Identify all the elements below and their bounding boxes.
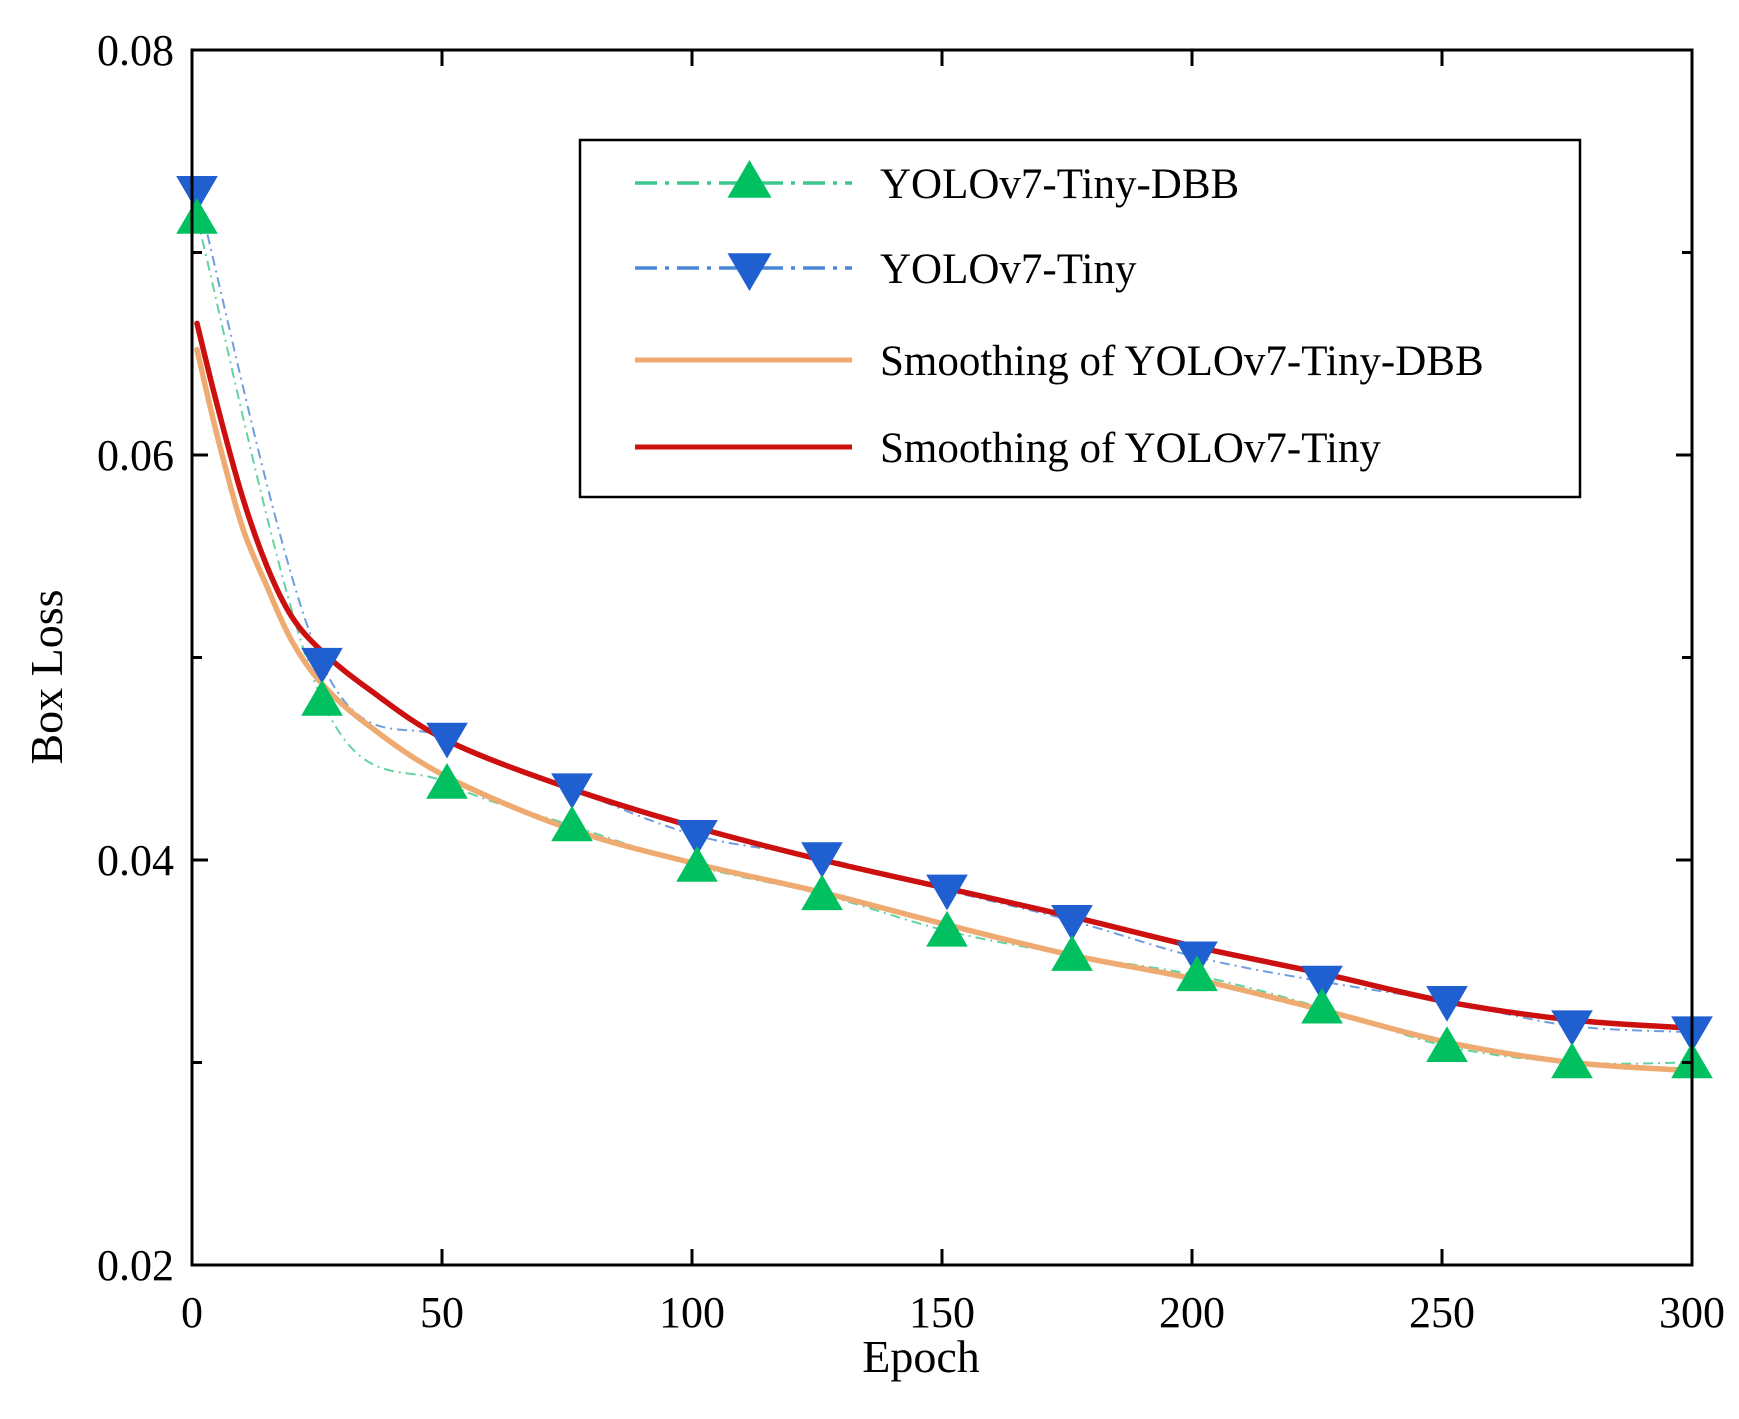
x-tick-label: 50 (420, 1288, 464, 1337)
y-axis-title: Box Loss (21, 589, 72, 764)
data-point-tiny (1551, 1010, 1593, 1047)
series-layer (176, 176, 1713, 1079)
legend: YOLOv7-Tiny-DBB YOLOv7-Tiny Smoothing of Y… (578, 138, 1582, 499)
legend-entry-3: Smoothing of YOLOv7-Tiny (635, 425, 1381, 472)
plot-frame-layer (190, 48, 1694, 1267)
data-point-tiny (926, 874, 968, 911)
data-point-tiny (676, 820, 718, 856)
data-point-tiny (1426, 986, 1468, 1022)
x-tick-label: 150 (909, 1288, 975, 1337)
legend-marker-triangle-down (727, 253, 772, 291)
data-point-dbb (1176, 955, 1218, 992)
legend-label: YOLOv7-Tiny (880, 246, 1137, 293)
plot-area (194, 191, 1692, 1074)
legend-entry-0: YOLOv7-Tiny-DBB (635, 160, 1239, 208)
data-point-dbb (176, 198, 218, 234)
x-axis-title: Epoch (862, 1331, 980, 1382)
x-tick-label: 100 (659, 1288, 725, 1337)
data-point-dbb (1551, 1042, 1593, 1079)
y-tick-label: 0.02 (97, 1241, 174, 1290)
data-point-dbb (301, 680, 343, 716)
data-point-dbb (551, 805, 593, 842)
data-point-tiny (176, 176, 218, 212)
data-point-dbb (801, 874, 843, 911)
smoothing-line-3 (194, 320, 1692, 1031)
x-tick-label: 200 (1159, 1288, 1225, 1337)
legend-entry-2: Smoothing of YOLOv7-Tiny-DBB (635, 338, 1484, 385)
data-point-tiny (801, 842, 843, 878)
legend-box (578, 138, 1582, 499)
data-point-dbb (926, 910, 968, 947)
data-point-tiny (551, 773, 593, 810)
legend-marker-triangle-up (727, 160, 772, 198)
data-point-tiny (1051, 905, 1093, 941)
data-point-dbb (676, 846, 718, 882)
data-point-dbb (1426, 1026, 1468, 1062)
legend-entry-1: YOLOv7-Tiny (635, 246, 1137, 293)
y-tick-label: 0.06 (97, 431, 174, 480)
x-tick-label: 0 (181, 1288, 203, 1337)
x-tick-label: 300 (1659, 1288, 1725, 1337)
data-point-dbb (1301, 987, 1343, 1024)
y-tick-label: 0.04 (97, 836, 174, 885)
y-tick-label: 0.08 (97, 26, 174, 75)
legend-label: Smoothing of YOLOv7-Tiny (880, 425, 1381, 472)
data-point-dbb (426, 763, 468, 799)
legend-label: YOLOv7-Tiny-DBB (880, 161, 1239, 208)
data-point-tiny (426, 722, 468, 759)
data-point-tiny (301, 647, 343, 684)
legend-label: Smoothing of YOLOv7-Tiny-DBB (880, 338, 1484, 385)
smoothing-line-2 (194, 346, 1692, 1074)
data-point-tiny (1301, 965, 1343, 1002)
data-point-dbb (1051, 935, 1093, 971)
x-tick-label: 250 (1409, 1288, 1475, 1337)
tick-labels-layer: 0 50 100 150 200 250 300 0.02 0.04 0.06 0.08 (97, 26, 1725, 1337)
